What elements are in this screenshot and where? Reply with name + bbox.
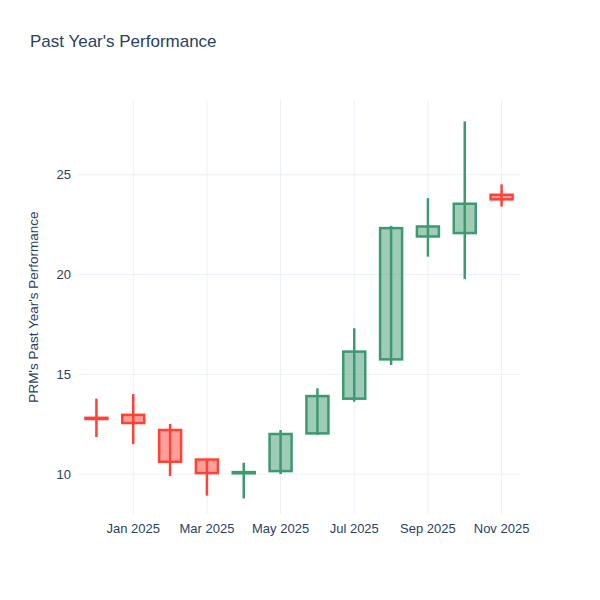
candle-nov-2025[interactable] (491, 184, 513, 206)
y-tick-label: 20 (57, 267, 71, 282)
candle-dec-2024[interactable] (85, 399, 107, 437)
candle-body (491, 195, 513, 200)
candle-aug-2025[interactable] (380, 226, 402, 365)
x-tick-label: Mar 2025 (179, 521, 234, 536)
candle-may-2025[interactable] (270, 430, 292, 474)
candle-body (270, 434, 292, 471)
candle-body (233, 472, 255, 473)
y-axis-title: PRM's Past Year's Performance (26, 107, 46, 507)
candle-mar-2025[interactable] (196, 459, 218, 496)
x-tick-label: May 2025 (252, 521, 309, 536)
candle-sep-2025[interactable] (417, 198, 439, 256)
candle-body (85, 418, 107, 419)
candle-apr-2025[interactable] (233, 463, 255, 499)
y-tick-label: 15 (57, 367, 71, 382)
candle-body (159, 430, 181, 462)
candle-body (196, 460, 218, 474)
candle-oct-2025[interactable] (454, 121, 476, 279)
candle-body (454, 204, 476, 233)
candle-body (417, 226, 439, 236)
candle-body (122, 415, 144, 423)
candle-body (306, 396, 328, 433)
x-tick-label: Jan 2025 (107, 521, 161, 536)
candle-feb-2025[interactable] (159, 424, 181, 476)
y-tick-label: 25 (57, 167, 71, 182)
x-tick-label: Sep 2025 (400, 521, 456, 536)
candle-body (343, 352, 365, 399)
plot-area: 10 15 20 25 Jan 2025 Mar 2025 May 2025 Jul 2025… (0, 0, 600, 600)
y-tick-label: 10 (57, 467, 71, 482)
chart-title: Past Year's Performance (30, 32, 217, 52)
candle-jan-2025[interactable] (122, 394, 144, 444)
x-tick-label: Jul 2025 (330, 521, 379, 536)
candlestick-chart: Past Year's Performance PRM's Past Year'… (0, 0, 600, 600)
x-tick-label: Nov 2025 (474, 521, 530, 536)
candle-jun-2025[interactable] (306, 388, 328, 435)
candle-jul-2025[interactable] (343, 328, 365, 401)
candle-body (380, 228, 402, 359)
